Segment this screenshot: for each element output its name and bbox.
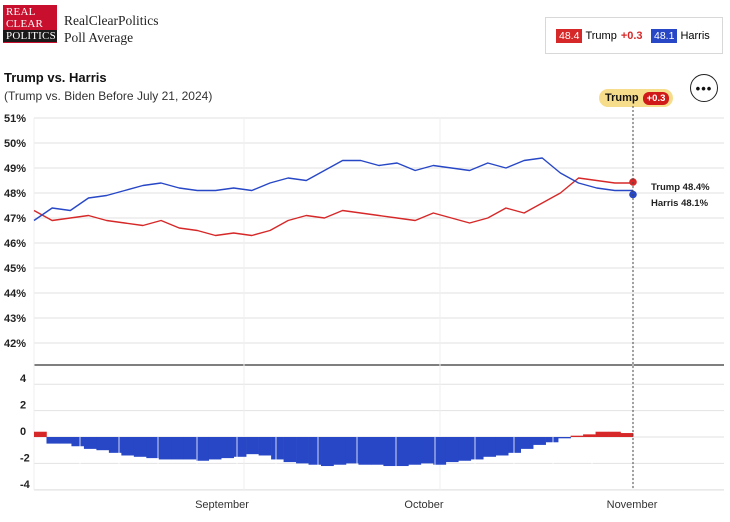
leader-pill: Trump +0.3 xyxy=(599,89,674,107)
y-tick-label: 47% xyxy=(4,213,26,225)
spread-bar xyxy=(395,437,409,467)
spread-bar xyxy=(183,437,197,460)
spread-bar xyxy=(146,437,160,459)
end-label-harris: Harris 48.1% xyxy=(651,198,709,209)
spread-bar xyxy=(333,437,347,465)
spread-bar xyxy=(58,437,72,444)
spread-bar xyxy=(495,437,509,456)
spread-bar xyxy=(458,437,472,461)
spread-bar xyxy=(308,437,322,465)
spread-bar xyxy=(533,437,546,445)
spread-bar xyxy=(595,431,609,437)
spread-bar xyxy=(133,437,147,457)
spread-bar xyxy=(358,437,372,465)
spread-bar xyxy=(96,437,110,451)
spread-bar xyxy=(246,437,259,455)
spread-bar xyxy=(83,437,97,449)
legend-name-trump: Trump xyxy=(585,30,617,42)
y-tick-label: 46% xyxy=(4,238,26,250)
spread-y-tick-label: 0 xyxy=(20,426,26,438)
spread-bar xyxy=(208,437,222,460)
y-tick-label: 50% xyxy=(4,138,26,150)
legend-value-trump: 48.4 xyxy=(556,29,583,43)
spread-bar xyxy=(233,437,247,457)
spread-bar xyxy=(321,437,334,467)
y-tick-label: 42% xyxy=(4,338,26,350)
spread-bar xyxy=(620,433,634,437)
y-tick-label: 51% xyxy=(4,113,26,125)
spread-bar xyxy=(583,434,596,437)
spread-bar xyxy=(121,437,135,456)
brand-name: RealClearPolitics xyxy=(64,13,159,28)
spread-y-tick-label: 4 xyxy=(20,373,27,385)
spread-bar xyxy=(345,437,359,464)
chart-title: Trump vs. Harris xyxy=(4,70,107,85)
spread-bar xyxy=(470,437,484,460)
leader-delta: +0.3 xyxy=(642,91,670,105)
leader-name: Trump xyxy=(605,92,639,104)
spread-bar xyxy=(46,437,60,444)
spread-bar xyxy=(508,437,521,453)
spread-bar xyxy=(383,437,397,467)
spread-bar xyxy=(608,431,621,437)
spread-bar xyxy=(296,437,309,464)
y-tick-label: 48% xyxy=(4,188,26,200)
rcp-logo[interactable]: REAL CLEAR POLITICS xyxy=(3,5,57,43)
legend-box: 48.4 Trump +0.3 48.1 Harris xyxy=(545,17,723,54)
spread-bar xyxy=(520,437,534,449)
series-line-trump xyxy=(33,177,633,237)
spread-bar xyxy=(258,437,272,456)
end-label-trump: Trump 48.4% xyxy=(651,182,710,193)
legend-item-trump[interactable]: 48.4 Trump +0.3 xyxy=(556,29,643,43)
x-tick-label: October xyxy=(404,499,443,511)
spread-bar xyxy=(221,437,234,459)
spread-bar xyxy=(34,431,47,437)
legend-name-harris: Harris xyxy=(680,30,710,42)
x-tick-label: November xyxy=(607,499,658,511)
spread-y-tick-label: -2 xyxy=(20,452,30,464)
x-tick-label: September xyxy=(195,499,249,511)
spread-bar xyxy=(271,437,284,460)
spread-bar xyxy=(445,437,459,463)
spread-bar xyxy=(196,437,210,461)
spread-bar xyxy=(71,437,85,447)
spread-y-tick-label: -4 xyxy=(20,479,31,491)
spread-bar xyxy=(420,437,434,464)
spread-bar xyxy=(158,437,172,460)
spread-bar xyxy=(171,437,185,460)
spread-bar xyxy=(558,437,571,439)
spread-bar xyxy=(283,437,297,463)
chart-subtitle: (Trump vs. Biden Before July 21, 2024) xyxy=(4,89,213,103)
spread-bar xyxy=(370,437,384,465)
y-tick-label: 49% xyxy=(4,163,26,175)
more-options-button[interactable]: ••• xyxy=(690,74,718,102)
brand-text: RealClearPolitics Poll Average xyxy=(64,12,158,46)
spread-bar xyxy=(483,437,497,457)
series-line-harris xyxy=(33,157,633,222)
legend-item-harris[interactable]: 48.1 Harris xyxy=(651,29,710,43)
legend-value-harris: 48.1 xyxy=(651,29,678,43)
y-tick-label: 43% xyxy=(4,313,26,325)
brand-tagline: Poll Average xyxy=(64,30,134,45)
spread-y-tick-label: 2 xyxy=(20,400,26,412)
spread-bar xyxy=(545,437,559,443)
y-tick-label: 44% xyxy=(4,288,26,300)
y-tick-label: 45% xyxy=(4,263,26,275)
spread-bar xyxy=(570,435,584,437)
legend-delta-trump: +0.3 xyxy=(620,30,643,42)
spread-bar xyxy=(408,437,422,465)
spread-bar xyxy=(108,437,122,453)
spread-bar xyxy=(433,437,447,465)
